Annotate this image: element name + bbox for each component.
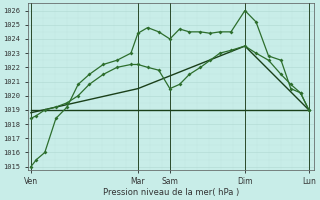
- X-axis label: Pression niveau de la mer( hPa ): Pression niveau de la mer( hPa ): [103, 188, 239, 197]
